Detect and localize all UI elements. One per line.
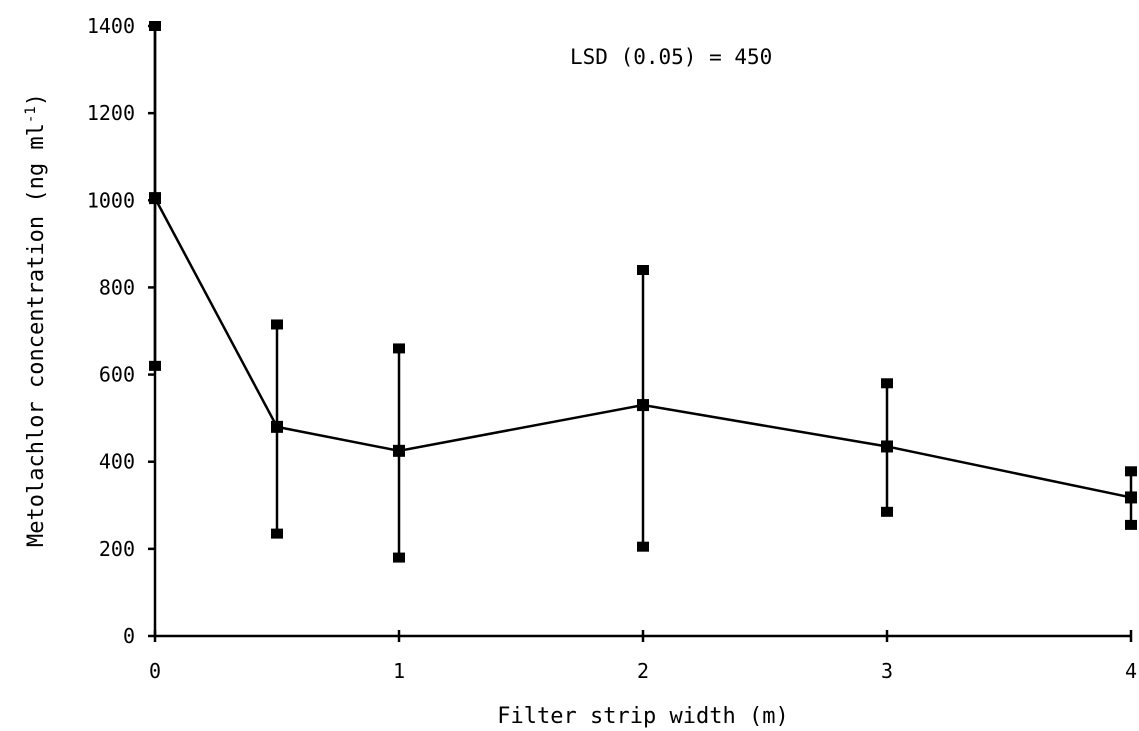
y-axis-title: Metolachlor concentration (ng ml-1) <box>23 93 49 547</box>
error-cap-high <box>271 319 283 330</box>
error-cap-low <box>881 506 893 517</box>
data-point <box>149 192 161 205</box>
error-bars <box>149 21 1137 563</box>
y-tick-label: 1000 <box>87 188 135 212</box>
y-tick-label: 600 <box>99 363 135 387</box>
data-point <box>393 444 405 457</box>
error-cap-high <box>637 265 649 275</box>
data-point <box>637 399 649 412</box>
error-cap-low <box>1125 519 1137 530</box>
y-tick-label: 800 <box>99 275 135 299</box>
x-tick-label: 0 <box>149 659 161 683</box>
x-axis-title: Filter strip width (m) <box>497 704 788 729</box>
data-point <box>1125 491 1137 504</box>
error-cap-high <box>1125 466 1137 477</box>
lsd-annotation: LSD (0.05) = 450 <box>570 45 772 69</box>
error-cap-low <box>393 552 405 563</box>
error-cap-low <box>271 528 283 539</box>
y-axis-title-close: ) <box>24 93 49 106</box>
x-tick-label: 4 <box>1125 659 1137 683</box>
error-cap-low <box>149 360 161 371</box>
x-tick-label: 2 <box>637 659 649 683</box>
error-cap-low <box>637 541 649 552</box>
y-axis-title-sup: -1 <box>23 106 39 123</box>
error-cap-high <box>149 21 161 31</box>
y-tick-label: 1400 <box>87 14 135 38</box>
y-axis-title-main: Metolachlor concentration (ng ml <box>24 123 49 547</box>
error-cap-high <box>881 378 893 389</box>
data-point <box>271 420 283 433</box>
x-tick-label: 1 <box>393 659 405 683</box>
y-tick-label: 400 <box>99 450 135 474</box>
y-tick-label: 1200 <box>87 101 135 125</box>
x-tick-label: 3 <box>881 659 893 683</box>
error-cap-high <box>393 343 405 354</box>
tick-labels: 0 200 400 600 800 1000 1200 1400 0 1 2 3 4 <box>87 14 1137 683</box>
y-tick-label: 200 <box>99 537 135 561</box>
data-series <box>149 192 1137 504</box>
y-tick-label: 0 <box>123 624 135 648</box>
series-line <box>153 197 1132 499</box>
data-point <box>881 440 893 453</box>
